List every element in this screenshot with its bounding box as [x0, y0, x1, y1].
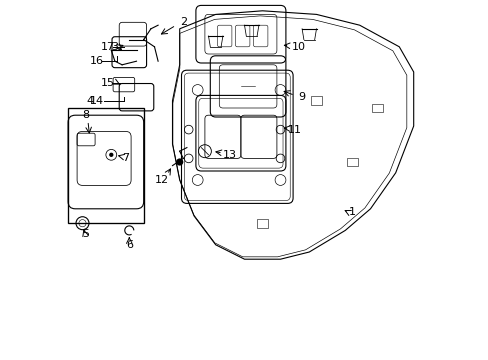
Text: 4: 4 [86, 96, 93, 106]
Bar [371, 104, 382, 112]
Text: 14: 14 [90, 96, 104, 106]
Circle shape [176, 158, 183, 166]
Text: 11: 11 [287, 125, 301, 135]
Text: 5: 5 [82, 229, 89, 239]
Bar [257, 219, 267, 228]
Text: 12: 12 [154, 175, 168, 185]
Text: 17: 17 [101, 42, 115, 52]
Bar [68, 108, 143, 223]
Circle shape [110, 153, 113, 156]
Text: 1: 1 [348, 207, 355, 217]
Text: 6: 6 [125, 240, 133, 250]
Text: 7: 7 [122, 153, 129, 163]
Text: 8: 8 [82, 110, 89, 120]
Text: 15: 15 [101, 78, 115, 88]
Bar [346, 158, 357, 166]
Bar [310, 96, 321, 105]
Text: 9: 9 [298, 92, 305, 102]
Text: 3: 3 [111, 42, 118, 52]
Text: 13: 13 [223, 150, 237, 160]
Text: 10: 10 [291, 42, 305, 52]
Text: 16: 16 [90, 56, 103, 66]
Text: 2: 2 [180, 17, 186, 27]
